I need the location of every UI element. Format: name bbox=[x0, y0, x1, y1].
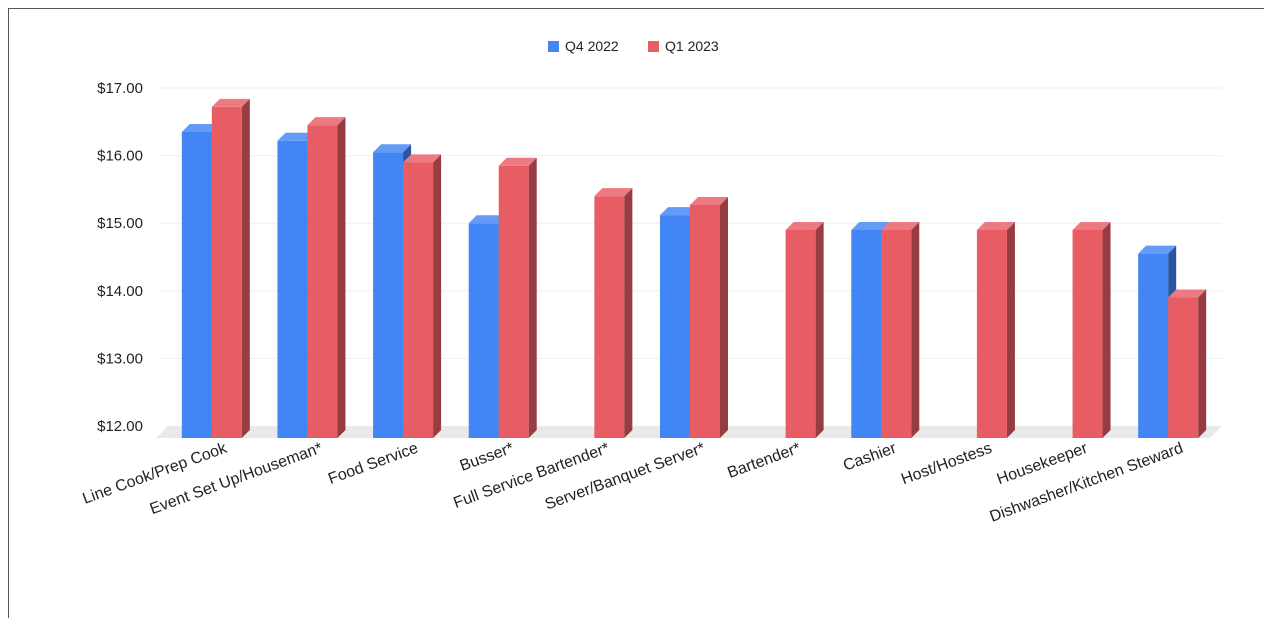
bar-side bbox=[1198, 289, 1207, 438]
bar[interactable] bbox=[1168, 289, 1207, 438]
bar-side bbox=[241, 98, 250, 438]
bar-top bbox=[851, 221, 890, 230]
bar-side bbox=[433, 154, 442, 439]
x-tick-label: Cashier bbox=[841, 440, 899, 475]
bar-front bbox=[594, 196, 625, 438]
x-tick-label: Food Service bbox=[326, 440, 420, 488]
bar-top bbox=[1168, 289, 1207, 298]
bar[interactable] bbox=[1072, 221, 1111, 438]
x-tick-label: Server/Banquet Server* bbox=[543, 440, 708, 514]
legend-swatch bbox=[648, 41, 659, 52]
y-tick-label: $13.00 bbox=[97, 350, 143, 367]
bar-side bbox=[815, 221, 824, 438]
bar-front bbox=[498, 165, 529, 439]
y-tick-label: $15.00 bbox=[97, 215, 143, 232]
bar-front bbox=[211, 106, 242, 438]
y-tick-label: $17.00 bbox=[97, 80, 143, 97]
bar-front bbox=[277, 140, 308, 438]
bar-top bbox=[690, 196, 728, 205]
bar-top bbox=[1072, 221, 1111, 230]
bar-top bbox=[277, 132, 316, 141]
bar-front bbox=[1168, 297, 1199, 438]
bar-side bbox=[1102, 221, 1111, 438]
bar[interactable] bbox=[785, 221, 824, 438]
y-tick-label: $14.00 bbox=[97, 283, 143, 300]
bar-side bbox=[528, 157, 537, 439]
bar-front bbox=[181, 131, 212, 438]
bar[interactable] bbox=[403, 154, 442, 439]
bar-top bbox=[498, 157, 537, 166]
bar-front bbox=[1138, 253, 1169, 438]
bar-side bbox=[337, 117, 346, 439]
bar-top bbox=[211, 98, 250, 107]
legend-label: Q1 2023 bbox=[665, 38, 719, 54]
y-axis: $12.00 $13.00 $14.00 $15.00 $16.00 $17.00 bbox=[97, 80, 143, 435]
bar-front bbox=[785, 229, 816, 438]
x-tick-label: Host/Hostess bbox=[899, 440, 994, 489]
bar-front bbox=[976, 229, 1007, 438]
bar-top bbox=[881, 221, 920, 230]
bar[interactable] bbox=[690, 196, 728, 438]
legend[interactable]: Q4 2022 Q1 2023 bbox=[548, 38, 719, 54]
bar[interactable] bbox=[307, 117, 346, 439]
bar-top bbox=[181, 123, 220, 132]
bar-top bbox=[660, 207, 698, 216]
bar-front bbox=[881, 229, 912, 438]
bar[interactable] bbox=[594, 188, 633, 438]
y-tick-label: $16.00 bbox=[97, 148, 143, 165]
x-tick-label: Event Set Up/Houseman* bbox=[148, 440, 325, 518]
bar[interactable] bbox=[498, 157, 537, 439]
bar[interactable] bbox=[881, 221, 920, 438]
bar-top bbox=[785, 221, 824, 230]
bar-front bbox=[307, 125, 338, 439]
legend-label: Q4 2022 bbox=[565, 38, 619, 54]
bar[interactable] bbox=[211, 98, 250, 438]
bar-front bbox=[660, 215, 690, 438]
bar-top bbox=[976, 221, 1015, 230]
bar[interactable] bbox=[976, 221, 1015, 438]
bar-front bbox=[403, 162, 434, 439]
bar-top bbox=[1138, 245, 1177, 254]
x-tick-label: Busser* bbox=[458, 440, 516, 475]
bar-side bbox=[720, 196, 728, 438]
bar-top bbox=[594, 188, 633, 197]
bar-front bbox=[690, 204, 720, 438]
legend-item[interactable]: Q1 2023 bbox=[648, 38, 719, 54]
bar-side bbox=[1006, 221, 1015, 438]
bar-side bbox=[911, 221, 920, 438]
bar-front bbox=[373, 152, 404, 438]
bar-front bbox=[1072, 229, 1103, 438]
y-tick-label: $12.00 bbox=[97, 418, 143, 435]
bars bbox=[181, 98, 1207, 439]
bar-top bbox=[373, 144, 412, 153]
bar-top bbox=[307, 117, 346, 126]
legend-item[interactable]: Q4 2022 bbox=[548, 38, 619, 54]
bar-front bbox=[851, 229, 882, 438]
bar-front bbox=[468, 223, 499, 438]
x-tick-label: Full Service Bartender* bbox=[451, 440, 611, 512]
bar-side bbox=[624, 188, 633, 438]
x-tick-label: Bartender* bbox=[725, 440, 803, 482]
bar-top bbox=[468, 215, 507, 224]
bar-top bbox=[403, 154, 442, 163]
legend-swatch bbox=[548, 41, 559, 52]
